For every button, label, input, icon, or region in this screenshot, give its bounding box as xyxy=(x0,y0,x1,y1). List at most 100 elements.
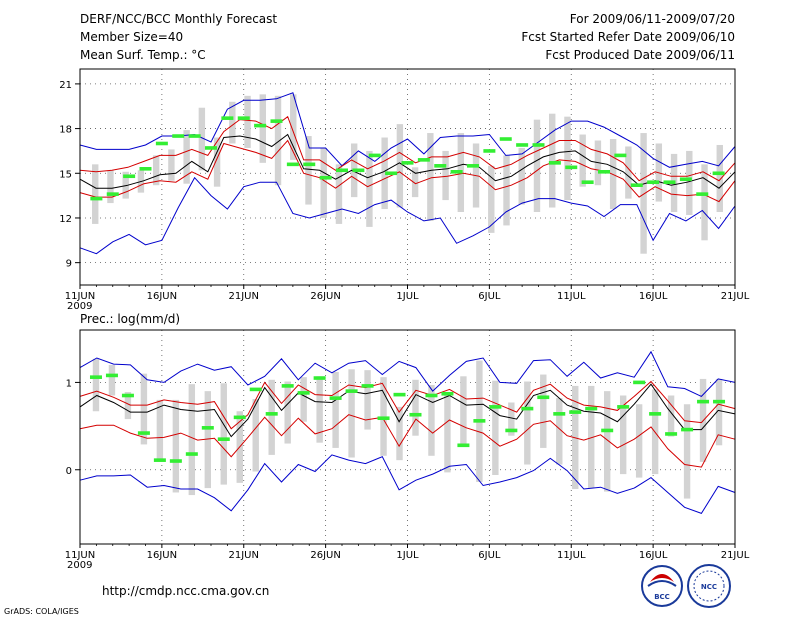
observation-marker xyxy=(123,174,136,179)
member-size: Member Size=40 xyxy=(80,30,183,44)
ensemble-spread-box xyxy=(428,385,435,456)
plot-frame xyxy=(79,68,736,286)
ensemble-spread-box xyxy=(92,358,100,412)
ensemble-spread-box xyxy=(715,378,723,446)
y-tick-label: 1 xyxy=(66,378,72,389)
ensemble-spread-box xyxy=(508,402,515,436)
observation-marker xyxy=(393,392,406,397)
series-line-lower-outer xyxy=(79,454,736,515)
observation-marker xyxy=(681,427,694,432)
ensemble-spread-box xyxy=(442,150,449,201)
ensemble-spread-box xyxy=(332,371,339,448)
ensemble-spread-box xyxy=(667,395,675,437)
observation-marker xyxy=(233,415,246,420)
y-tick-label: 0 xyxy=(66,466,72,477)
ensemble-spread-box xyxy=(427,133,434,221)
x-tick-label: 21JUN xyxy=(229,550,259,561)
observation-marker xyxy=(630,183,643,187)
ensemble-spread-box xyxy=(290,94,297,160)
ensemble-spread-box xyxy=(381,137,388,210)
observation-marker xyxy=(249,387,262,392)
observation-marker xyxy=(581,180,594,185)
x-tick-label: 11JUL xyxy=(557,550,586,561)
x-tick-label: 26JUN xyxy=(310,550,340,561)
precip-panel-title: Prec.: log(mm/d) xyxy=(80,312,180,326)
ensemble-spread-box xyxy=(364,370,371,430)
ensemble-spread-box xyxy=(588,385,595,489)
observation-marker xyxy=(121,393,134,398)
x-tick-label: 11JUL xyxy=(557,291,586,302)
fcst-started-date: Fcst Started Refer Date 2009/06/10 xyxy=(521,30,735,44)
x-tick-label: 21JUL xyxy=(721,291,750,302)
observation-marker xyxy=(205,146,217,150)
observation-marker xyxy=(647,180,660,185)
observation-marker xyxy=(434,164,447,168)
ensemble-spread-box xyxy=(348,369,355,458)
ensemble-spread-box xyxy=(213,137,221,187)
observation-marker xyxy=(532,143,545,147)
ensemble-spread-box xyxy=(503,155,510,226)
year-label: 2009 xyxy=(67,560,92,571)
ensemble-spread-box xyxy=(140,373,148,445)
observation-marker xyxy=(665,432,678,436)
observation-marker xyxy=(417,158,430,162)
ensemble-spread-box xyxy=(335,164,343,224)
observation-marker xyxy=(450,169,463,174)
series-line-median xyxy=(79,133,736,189)
ensemble-spread-box xyxy=(259,94,266,163)
observation-marker xyxy=(169,459,182,463)
ensemble-spread-box xyxy=(284,381,291,444)
observation-marker xyxy=(614,153,627,158)
observation-marker xyxy=(521,406,534,411)
ensemble-spread-box xyxy=(188,384,196,496)
bcc-logo: BCC xyxy=(641,565,683,607)
year-label: 2009 xyxy=(67,301,92,312)
source-url[interactable]: http://cmdp.ncc.cma.gov.cn xyxy=(102,584,269,598)
x-tick-label: 1JUL xyxy=(396,291,419,302)
observation-marker xyxy=(105,373,118,378)
ensemble-spread-box xyxy=(533,119,541,213)
observation-marker xyxy=(217,437,230,441)
ensemble-spread-box xyxy=(412,379,419,436)
ensemble-spread-box xyxy=(107,170,114,204)
observation-marker xyxy=(649,412,662,416)
x-tick-label: 1JUL xyxy=(396,550,419,561)
observation-marker xyxy=(483,149,496,153)
chart-title: DERF/NCC/BCC Monthly Forecast xyxy=(80,12,277,26)
ensemble-spread-box xyxy=(229,101,236,144)
observation-marker xyxy=(499,137,512,141)
observation-marker xyxy=(598,169,610,174)
observation-marker xyxy=(489,405,502,409)
series-line-lower-inner xyxy=(79,139,736,203)
observation-marker xyxy=(89,375,102,379)
observation-marker xyxy=(185,452,198,456)
ensemble-spread-box xyxy=(396,124,404,208)
observation-marker xyxy=(281,384,294,388)
ensemble-spread-box xyxy=(305,136,312,205)
observation-marker xyxy=(377,416,390,421)
ensemble-spread-box xyxy=(625,146,632,199)
bcc-logo-text: BCC xyxy=(654,593,670,601)
y-tick-label: 9 xyxy=(66,259,72,270)
ensemble-spread-box xyxy=(411,167,419,198)
observation-marker xyxy=(663,180,676,185)
observation-marker xyxy=(467,164,479,168)
observation-marker xyxy=(303,162,316,167)
x-tick-label: 11JUN xyxy=(65,550,95,561)
x-tick-label: 6JUL xyxy=(478,550,501,561)
ensemble-spread-box xyxy=(274,95,282,186)
ensemble-spread-box xyxy=(716,144,723,213)
ensemble-spread-box xyxy=(183,130,190,184)
observation-marker xyxy=(201,426,214,430)
observation-marker xyxy=(336,168,348,173)
observation-marker xyxy=(137,431,150,435)
observation-marker xyxy=(569,410,582,414)
ensemble-spread-box xyxy=(518,147,525,205)
x-tick-label: 6JUL xyxy=(478,291,501,302)
ensemble-spread-box xyxy=(683,404,691,499)
observation-marker xyxy=(139,167,152,171)
observation-marker xyxy=(155,141,168,146)
observation-marker xyxy=(401,161,414,165)
ensemble-spread-box xyxy=(460,376,467,447)
